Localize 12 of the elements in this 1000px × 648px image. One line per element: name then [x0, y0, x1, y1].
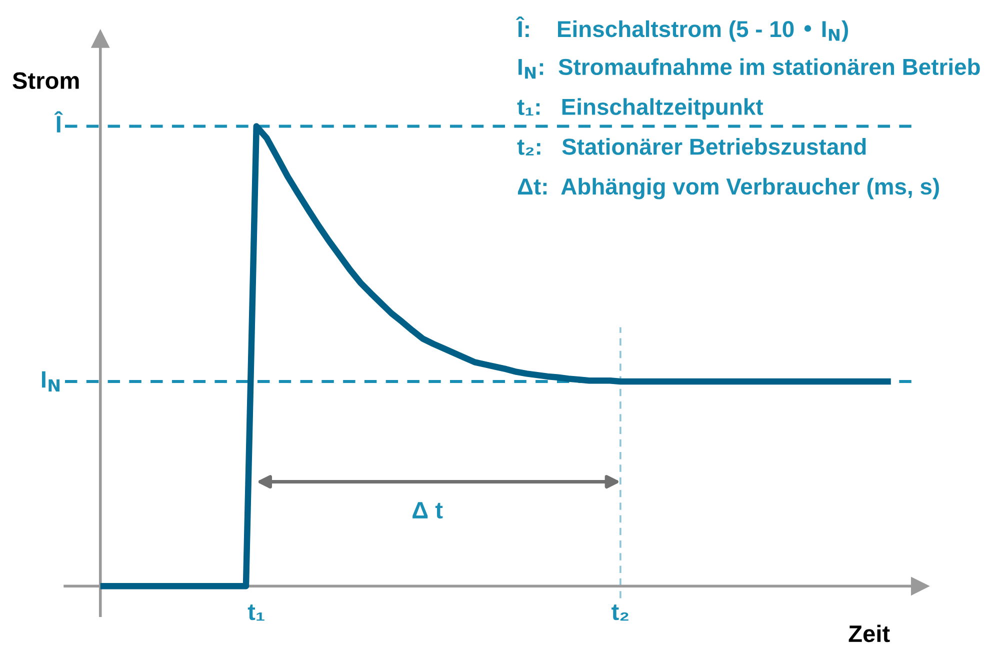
annotation: Δt: Abhängig vom Verbraucher (ms, s)	[518, 178, 939, 200]
x-axis-title: Zeit	[848, 624, 890, 642]
annotation: Δ t	[412, 502, 443, 519]
ref-line-label: Î	[54, 111, 63, 132]
text: Î: Einschaltstrom (5 - 10 • I$_{N}$)	[516, 16, 848, 42]
text: I$_{N}$: Stromaufnahme im stationären Betrieb	[518, 58, 980, 79]
y-axis-title: Strom	[12, 72, 79, 89]
text: t₁: Einschaltzeitpunkt	[517, 98, 764, 120]
ref-line-label: I$_{N}$	[42, 371, 60, 392]
x-tick-label: t₁	[248, 604, 264, 621]
annotation: t₂: Stationärer Betriebszustand	[517, 138, 866, 156]
x-tick-label: t₂	[612, 604, 628, 621]
